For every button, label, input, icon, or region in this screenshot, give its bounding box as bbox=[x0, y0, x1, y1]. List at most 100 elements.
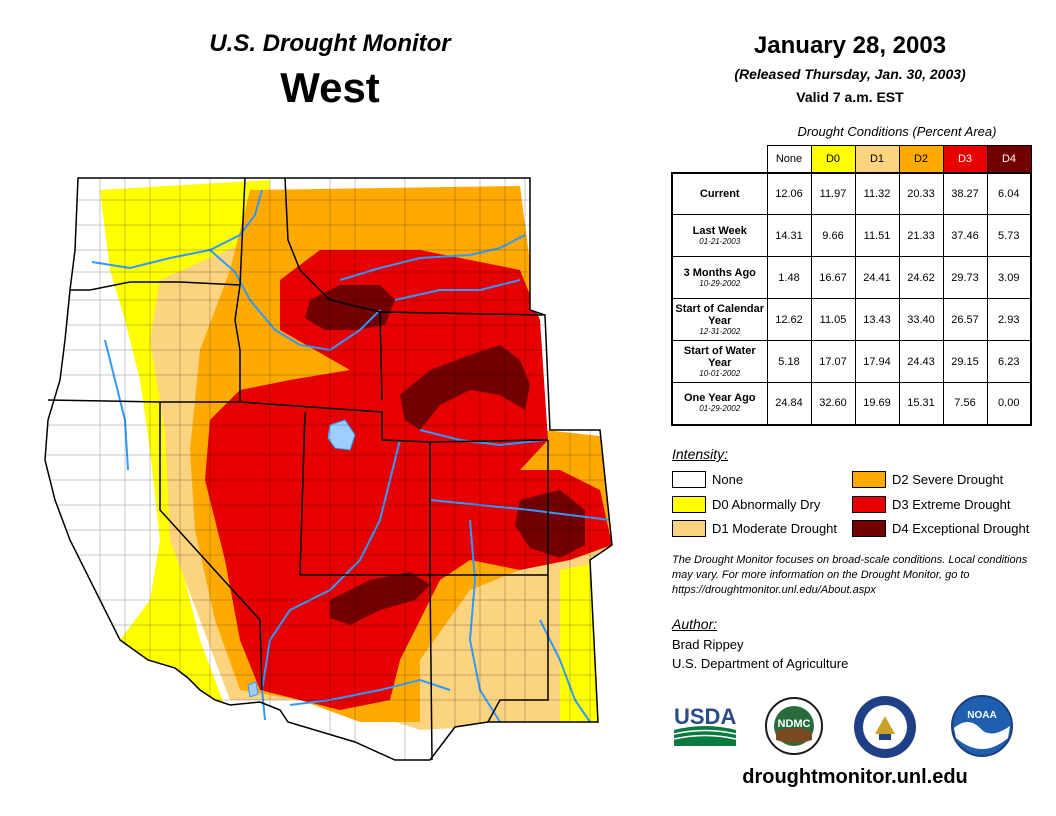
gila-river bbox=[289, 678, 451, 706]
legend-item-none: None bbox=[672, 471, 743, 488]
table-cell: 7.56 bbox=[942, 382, 988, 425]
row-label-date: 12-31-2002 bbox=[699, 326, 741, 336]
county-lines bbox=[45, 178, 612, 760]
row-label: One Year Ago 01-29-2002 bbox=[671, 382, 768, 425]
usda-logo-text: USDA bbox=[674, 704, 736, 729]
arkansas-river bbox=[429, 499, 611, 521]
missouri-river bbox=[339, 234, 526, 281]
row-label-date: 10-29-2002 bbox=[699, 278, 741, 288]
table-cell: 11.97 bbox=[810, 172, 856, 215]
map-title: U.S. Drought Monitor bbox=[209, 30, 451, 57]
legend-item-d1: D1 Moderate Drought bbox=[672, 520, 837, 537]
table-cell: 32.60 bbox=[810, 382, 856, 425]
legend-item-d3: D3 Extreme Drought bbox=[852, 496, 1011, 513]
noaa-logo-text: NOAA bbox=[967, 710, 996, 721]
border-wa-id bbox=[239, 177, 246, 286]
author-org: U.S. Department of Agriculture bbox=[672, 656, 849, 671]
valid-time: Valid 7 a.m. EST bbox=[796, 89, 904, 105]
legend-swatch bbox=[852, 496, 886, 513]
row-label-text: One Year Ago bbox=[683, 392, 756, 405]
d4-area-wyoming bbox=[400, 345, 530, 430]
table-cell: 13.43 bbox=[854, 298, 900, 341]
d4-area-kansas bbox=[515, 490, 585, 558]
row-label: 3 Months Ago 10-29-2002 bbox=[671, 256, 768, 299]
legend-swatch bbox=[852, 471, 886, 488]
table-cell: 24.84 bbox=[766, 382, 812, 425]
table-row: 3 Months Ago 10-29-2002 1.48 16.67 24.41 24.6… bbox=[671, 256, 1032, 299]
border-az-nm bbox=[429, 574, 433, 761]
usda-logo: USDA bbox=[673, 704, 737, 746]
table-cell: 17.94 bbox=[854, 340, 900, 383]
row-label-date: 10-01-2002 bbox=[699, 368, 741, 378]
noaa-gull-icon bbox=[954, 722, 1010, 749]
row-label-date: 01-21-2003 bbox=[699, 236, 741, 246]
lake-mead bbox=[247, 681, 259, 698]
table-cell: 16.67 bbox=[810, 256, 856, 299]
header-blank bbox=[672, 146, 767, 173]
row-label: Current bbox=[671, 172, 768, 215]
table-cell: 3.09 bbox=[986, 256, 1032, 299]
row-label-text: Last Week bbox=[692, 224, 747, 237]
table-row: Start of Water Year 10-01-2002 5.18 17.07 17… bbox=[671, 340, 1032, 383]
table-cell: 14.31 bbox=[766, 214, 812, 257]
row-label: Last Week 01-21-2003 bbox=[671, 214, 768, 257]
header-none: None bbox=[766, 145, 812, 173]
outline bbox=[44, 177, 613, 761]
table-cell: 29.73 bbox=[942, 256, 988, 299]
legend-label: D3 Extreme Drought bbox=[892, 497, 1011, 512]
author-title: Author: bbox=[672, 616, 718, 632]
table-cell: 11.51 bbox=[854, 214, 900, 257]
table-cell: 24.62 bbox=[898, 256, 944, 299]
table-cell: 5.73 bbox=[986, 214, 1032, 257]
header-d1: D1 bbox=[854, 145, 900, 173]
table-cell: 2.93 bbox=[986, 298, 1032, 341]
drought-conditions-table: None D0 D1 D2 D3 D4 Current 12.06 11.97 11.… bbox=[671, 145, 1032, 426]
table-cell: 26.57 bbox=[942, 298, 988, 341]
table-cell: 11.32 bbox=[854, 172, 900, 215]
commerce-seal-logo bbox=[854, 696, 916, 758]
ndmc-logo: NDMC bbox=[765, 697, 823, 755]
state-boundaries bbox=[44, 177, 613, 761]
legend-item-d4: D4 Exceptional Drought bbox=[852, 520, 1029, 537]
table-cell: 37.46 bbox=[942, 214, 988, 257]
legend-item-d2: D2 Severe Drought bbox=[852, 471, 1003, 488]
legend-label: D1 Moderate Drought bbox=[712, 521, 838, 536]
rio-grande bbox=[468, 519, 501, 723]
legend-label: None bbox=[712, 472, 744, 487]
table-cell: 5.18 bbox=[766, 340, 812, 383]
header-d4: D4 bbox=[986, 145, 1032, 173]
usda-logo-stripe bbox=[673, 734, 737, 740]
table-row: Start of Calendar Year 12-31-2002 12.62 11.… bbox=[671, 298, 1032, 341]
table-cell: 29.15 bbox=[942, 340, 988, 383]
map-date: January 28, 2003 bbox=[753, 32, 947, 59]
header-d2: D2 bbox=[898, 145, 944, 173]
shield-icon bbox=[879, 734, 891, 740]
great-salt-lake bbox=[327, 419, 356, 451]
table-row: Current 12.06 11.97 11.32 20.33 38.27 6.04 bbox=[671, 172, 1032, 215]
table-cell: 20.33 bbox=[898, 172, 944, 215]
legend-swatch bbox=[672, 496, 706, 513]
row-label-text: Current bbox=[699, 187, 740, 200]
legend-swatch bbox=[672, 520, 706, 537]
border-mt-wy bbox=[379, 311, 546, 316]
row-label-text: 3 Months Ago bbox=[683, 266, 756, 279]
usda-logo-stripe bbox=[673, 729, 737, 735]
table-cell: 24.41 bbox=[854, 256, 900, 299]
table-cell: 11.05 bbox=[810, 298, 856, 341]
eagle-icon bbox=[875, 716, 895, 734]
website-url[interactable]: droughtmonitor.unl.edu bbox=[742, 766, 968, 788]
release-date: (Released Thursday, Jan. 30, 2003) bbox=[734, 66, 966, 82]
border-wa-or bbox=[70, 281, 241, 291]
ndmc-logo-soil bbox=[776, 728, 812, 743]
noaa-logo: NOAA bbox=[951, 695, 1013, 757]
table-cell: 6.23 bbox=[986, 340, 1032, 383]
header-d0: D0 bbox=[810, 145, 856, 173]
sacramento-river bbox=[104, 339, 129, 471]
table-header-row: None D0 D1 D2 D3 D4 bbox=[672, 145, 1032, 173]
border-or-id bbox=[234, 284, 241, 402]
legend-label: D2 Severe Drought bbox=[892, 472, 1004, 487]
table-cell: 19.69 bbox=[854, 382, 900, 425]
legend-label: D4 Exceptional Drought bbox=[892, 521, 1030, 536]
table-cell: 12.06 bbox=[766, 172, 812, 215]
county-grid-v bbox=[99, 178, 591, 760]
